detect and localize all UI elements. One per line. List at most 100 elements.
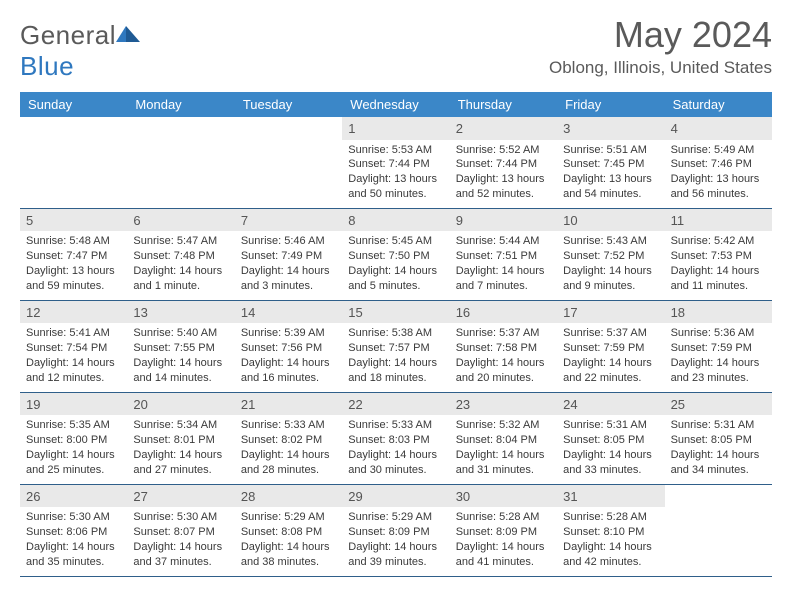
sunset-line: Sunset: 7:55 PM bbox=[133, 341, 228, 356]
calendar-week: 5Sunrise: 5:48 AMSunset: 7:47 PMDaylight… bbox=[20, 209, 772, 301]
day-number: 1 bbox=[342, 117, 449, 140]
sunrise-line: Sunrise: 5:49 AM bbox=[671, 143, 766, 158]
title-block: May 2024 Oblong, Illinois, United States bbox=[549, 14, 772, 78]
day-number: 15 bbox=[342, 301, 449, 324]
day-number: 29 bbox=[342, 485, 449, 508]
calendar-cell: 15Sunrise: 5:38 AMSunset: 7:57 PMDayligh… bbox=[342, 301, 449, 392]
daylight-line: Daylight: 13 hours and 52 minutes. bbox=[456, 172, 551, 202]
sunrise-line: Sunrise: 5:46 AM bbox=[241, 234, 336, 249]
sunset-line: Sunset: 7:45 PM bbox=[563, 157, 658, 172]
calendar-cell: 25 Sunrise: 5:31 AMSunset: 8:05 PMDayligh… bbox=[665, 393, 772, 484]
day-number: 6 bbox=[127, 209, 234, 232]
calendar-cell: 22Sunrise: 5:33 AMSunset: 8:03 PMDayligh… bbox=[342, 393, 449, 484]
calendar-cell: 4Sunrise: 5:49 AMSunset: 7:46 PMDaylight… bbox=[665, 117, 772, 208]
weekday-header-row: SundayMondayTuesdayWednesdayThursdayFrid… bbox=[20, 92, 772, 117]
sunrise-line: Sunrise: 5:29 AM bbox=[348, 510, 443, 525]
brand-name: GeneralBlue bbox=[20, 20, 142, 82]
day-number: 19 bbox=[20, 393, 127, 416]
day-number: 3 bbox=[557, 117, 664, 140]
daylight-line: Daylight: 14 hours and 42 minutes. bbox=[563, 540, 658, 570]
sunrise-line: Sunrise: 5:31 AM bbox=[671, 418, 766, 433]
sunrise-line: Sunrise: 5:30 AM bbox=[26, 510, 121, 525]
calendar-week: 1Sunrise: 5:53 AMSunset: 7:44 PMDaylight… bbox=[20, 117, 772, 209]
calendar-cell: 20Sunrise: 5:34 AMSunset: 8:01 PMDayligh… bbox=[127, 393, 234, 484]
sunset-line: Sunset: 7:50 PM bbox=[348, 249, 443, 264]
day-number: 31 bbox=[557, 485, 664, 508]
calendar-week: 12Sunrise: 5:41 AMSunset: 7:54 PMDayligh… bbox=[20, 301, 772, 393]
calendar-week: 26 Sunrise: 5:30 AMSunset: 8:06 PM Dayligh… bbox=[20, 485, 772, 577]
day-number: 27 bbox=[127, 485, 234, 508]
sunset-line: Sunset: 8:06 PM bbox=[26, 525, 121, 540]
daylight-line: Daylight: 14 hours and 34 minutes. bbox=[671, 448, 766, 478]
day-number: 2 bbox=[450, 117, 557, 140]
daylight-line: Daylight: 14 hours and 7 minutes. bbox=[456, 264, 551, 294]
day-number: 30 bbox=[450, 485, 557, 508]
weekday-header: Monday bbox=[127, 92, 234, 117]
sunset-line: Sunset: 8:09 PM bbox=[456, 525, 551, 540]
brand-name-a: General bbox=[20, 20, 116, 50]
day-number: 12 bbox=[20, 301, 127, 324]
sunset-line: Sunset: 8:05 PM bbox=[671, 433, 766, 448]
location-text: Oblong, Illinois, United States bbox=[549, 58, 772, 78]
sunrise-line: Sunrise: 5:41 AM bbox=[26, 326, 121, 341]
sunset-line: Sunset: 7:57 PM bbox=[348, 341, 443, 356]
sunrise-line: Sunrise: 5:37 AM bbox=[456, 326, 551, 341]
day-number: 28 bbox=[235, 485, 342, 508]
day-number: 8 bbox=[342, 209, 449, 232]
calendar-cell-empty bbox=[20, 117, 127, 208]
calendar-cell: 29Sunrise: 5:29 AMSunset: 8:09 PMDayligh… bbox=[342, 485, 449, 576]
sunrise-line: Sunrise: 5:53 AM bbox=[348, 143, 443, 158]
weekday-header: Thursday bbox=[450, 92, 557, 117]
daylight-line: Daylight: 13 hours and 56 minutes. bbox=[671, 172, 766, 202]
weekday-header: Tuesday bbox=[235, 92, 342, 117]
daylight-line: Daylight: 14 hours and 27 minutes. bbox=[133, 448, 228, 478]
calendar-cell: 31Sunrise: 5:28 AMSunset: 8:10 PMDayligh… bbox=[557, 485, 664, 576]
sunset-line: Sunset: 7:56 PM bbox=[241, 341, 336, 356]
day-number: 14 bbox=[235, 301, 342, 324]
calendar-page: GeneralBlue May 2024 Oblong, Illinois, U… bbox=[0, 0, 792, 612]
calendar-cell-empty bbox=[665, 485, 772, 576]
calendar-cell: 11Sunrise: 5:42 AMSunset: 7:53 PMDayligh… bbox=[665, 209, 772, 300]
calendar-cell: 9 Sunrise: 5:44 AMSunset: 7:51 PMDaylight… bbox=[450, 209, 557, 300]
sunrise-line: Sunrise: 5:36 AM bbox=[671, 326, 766, 341]
day-number: 24 bbox=[557, 393, 664, 416]
daylight-line: Daylight: 14 hours and 41 minutes. bbox=[456, 540, 551, 570]
daylight-line: Daylight: 14 hours and 23 minutes. bbox=[671, 356, 766, 386]
sunrise-line: Sunrise: 5:38 AM bbox=[348, 326, 443, 341]
calendar-cell: 16Sunrise: 5:37 AMSunset: 7:58 PMDayligh… bbox=[450, 301, 557, 392]
day-number: 17 bbox=[557, 301, 664, 324]
weekday-header: Friday bbox=[557, 92, 664, 117]
day-number: 23 bbox=[450, 393, 557, 416]
calendar-cell: 7Sunrise: 5:46 AMSunset: 7:49 PMDaylight… bbox=[235, 209, 342, 300]
day-number: 25 bbox=[665, 393, 772, 416]
sunrise-line: Sunrise: 5:31 AM bbox=[563, 418, 658, 433]
sunrise-line: Sunrise: 5:40 AM bbox=[133, 326, 228, 341]
sunset-line: Sunset: 7:48 PM bbox=[133, 249, 228, 264]
sunrise-line: Sunrise: 5:28 AM bbox=[456, 510, 551, 525]
brand-mark-icon bbox=[116, 20, 142, 51]
daylight-line: Daylight: 14 hours and 20 minutes. bbox=[456, 356, 551, 386]
calendar-cell: 23Sunrise: 5:32 AMSunset: 8:04 PMDayligh… bbox=[450, 393, 557, 484]
sunrise-line: Sunrise: 5:48 AM bbox=[26, 234, 121, 249]
sunset-line: Sunset: 7:51 PM bbox=[456, 249, 551, 264]
daylight-line: Daylight: 14 hours and 1 minute. bbox=[133, 264, 228, 294]
sunrise-line: Sunrise: 5:42 AM bbox=[671, 234, 766, 249]
calendar-cell: 5Sunrise: 5:48 AMSunset: 7:47 PMDaylight… bbox=[20, 209, 127, 300]
sunset-line: Sunset: 7:59 PM bbox=[563, 341, 658, 356]
day-number: 26 bbox=[20, 485, 127, 508]
sunset-line: Sunset: 8:07 PM bbox=[133, 525, 228, 540]
daylight-line: Daylight: 14 hours and 22 minutes. bbox=[563, 356, 658, 386]
day-number: 9 bbox=[450, 209, 557, 232]
sunset-line: Sunset: 7:53 PM bbox=[671, 249, 766, 264]
sunset-line: Sunset: 8:01 PM bbox=[133, 433, 228, 448]
sunrise-line: Sunrise: 5:43 AM bbox=[563, 234, 658, 249]
sunset-line: Sunset: 7:49 PM bbox=[241, 249, 336, 264]
daylight-line: Daylight: 14 hours and 12 minutes. bbox=[26, 356, 121, 386]
calendar-cell: 18Sunrise: 5:36 AMSunset: 7:59 PMDayligh… bbox=[665, 301, 772, 392]
sunrise-line: Sunrise: 5:44 AM bbox=[456, 234, 551, 249]
calendar-cell: 6Sunrise: 5:47 AMSunset: 7:48 PMDaylight… bbox=[127, 209, 234, 300]
calendar-cell: 24Sunrise: 5:31 AMSunset: 8:05 PMDayligh… bbox=[557, 393, 664, 484]
sunrise-line: Sunrise: 5:34 AM bbox=[133, 418, 228, 433]
calendar-cell: 26Sunrise: 5:30 AMSunset: 8:06 PMDayligh… bbox=[20, 485, 127, 576]
calendar-week: 19Sunrise: 5:35 AMSunset: 8:00 PMDayligh… bbox=[20, 393, 772, 485]
